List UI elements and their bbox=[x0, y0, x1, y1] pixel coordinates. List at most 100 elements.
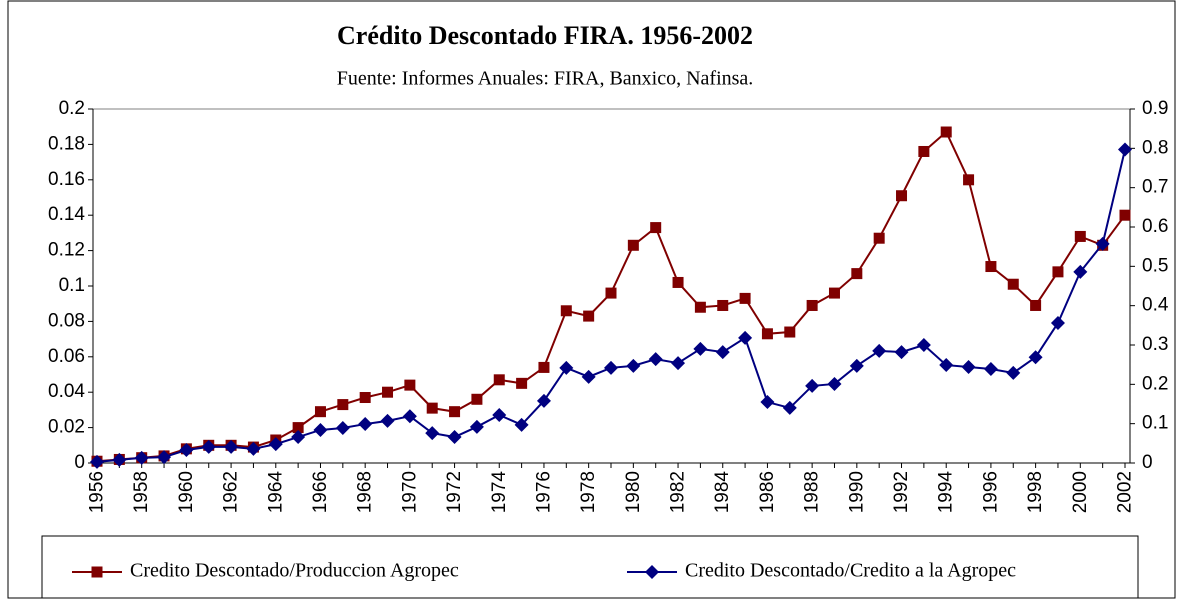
y-tick-label: 0.16 bbox=[48, 169, 85, 190]
point bbox=[739, 292, 751, 304]
y2-tick-label: 0 bbox=[1142, 452, 1153, 473]
point bbox=[806, 299, 818, 311]
point bbox=[404, 379, 416, 391]
legend-marker bbox=[645, 565, 659, 579]
point bbox=[1119, 209, 1131, 221]
point bbox=[1007, 278, 1019, 290]
point bbox=[425, 426, 440, 441]
point bbox=[626, 358, 641, 373]
x-tick-label: 1960 bbox=[176, 471, 197, 513]
point bbox=[717, 299, 729, 311]
x-tick-label: 2000 bbox=[1070, 471, 1091, 513]
point bbox=[849, 358, 864, 373]
point bbox=[939, 358, 954, 373]
point bbox=[1030, 299, 1042, 311]
legend-marker bbox=[91, 566, 103, 578]
x-tick-label: 1990 bbox=[846, 471, 867, 513]
x-tick-label: 1992 bbox=[891, 471, 912, 513]
point bbox=[694, 301, 706, 313]
point bbox=[918, 145, 930, 157]
y-tick-label: 0.08 bbox=[48, 310, 85, 331]
y-tick-label: 0.02 bbox=[48, 417, 85, 438]
point bbox=[983, 361, 998, 376]
point bbox=[292, 422, 304, 434]
point bbox=[179, 443, 194, 458]
x-tick-label: 1988 bbox=[802, 471, 823, 513]
chart-subtitle: Fuente: Informes Anuales: FIRA, Banxico,… bbox=[337, 68, 754, 90]
point bbox=[916, 338, 931, 352]
point bbox=[738, 330, 753, 345]
point bbox=[693, 341, 708, 356]
point bbox=[313, 422, 328, 437]
point bbox=[536, 393, 551, 408]
point bbox=[1073, 264, 1088, 279]
point bbox=[761, 328, 773, 340]
point bbox=[583, 310, 595, 322]
point bbox=[291, 430, 306, 445]
y-tick-label: 0.06 bbox=[48, 346, 85, 367]
point bbox=[873, 232, 885, 244]
y-tick-label: 0.1 bbox=[59, 275, 85, 296]
point bbox=[426, 402, 438, 414]
point bbox=[492, 408, 507, 423]
point bbox=[760, 395, 775, 410]
point bbox=[1028, 350, 1043, 365]
point bbox=[559, 360, 574, 375]
x-tick-label: 1980 bbox=[623, 471, 644, 513]
x-tick-label: 1968 bbox=[355, 471, 376, 513]
point bbox=[90, 454, 104, 469]
x-tick-label: 1956 bbox=[87, 471, 108, 513]
y-tick-label: 0.18 bbox=[48, 133, 85, 154]
point bbox=[112, 452, 127, 467]
point bbox=[985, 261, 997, 273]
x-tick-label: 1970 bbox=[399, 471, 420, 513]
y-tick-label: 0.14 bbox=[48, 204, 85, 225]
point bbox=[538, 361, 550, 373]
point bbox=[514, 417, 529, 432]
point bbox=[784, 326, 796, 338]
point bbox=[581, 369, 596, 384]
x-tick-label: 1972 bbox=[444, 471, 465, 513]
y-tick-label: 0 bbox=[74, 452, 85, 473]
x-tick-label: 1978 bbox=[578, 471, 599, 513]
point bbox=[469, 419, 484, 434]
x-tick-label: 1962 bbox=[221, 471, 242, 513]
y2-tick-label: 0.3 bbox=[1142, 334, 1168, 355]
x-tick-label: 1996 bbox=[980, 471, 1001, 513]
point bbox=[715, 345, 730, 360]
y2-tick-label: 0.2 bbox=[1142, 373, 1168, 394]
point bbox=[224, 439, 239, 454]
point bbox=[872, 343, 887, 358]
x-tick-label: 2002 bbox=[1115, 471, 1136, 513]
point bbox=[605, 287, 617, 299]
y-tick-label: 0.2 bbox=[59, 98, 85, 119]
x-tick-label: 1958 bbox=[131, 471, 152, 513]
point bbox=[650, 222, 662, 234]
point bbox=[560, 305, 572, 317]
legend-label: Credito Descontado/Credito a la Agropec bbox=[685, 560, 1016, 582]
point bbox=[382, 386, 394, 398]
point bbox=[314, 406, 326, 418]
y2-tick-label: 0.8 bbox=[1142, 137, 1168, 158]
x-tick-label: 1998 bbox=[1025, 471, 1046, 513]
y-tick-label: 0.04 bbox=[48, 381, 85, 402]
y2-tick-label: 0.9 bbox=[1142, 98, 1168, 119]
point bbox=[380, 413, 395, 428]
point bbox=[449, 406, 461, 418]
point bbox=[358, 417, 373, 432]
point bbox=[627, 239, 639, 251]
point bbox=[805, 378, 820, 393]
point bbox=[782, 400, 797, 415]
point bbox=[963, 174, 975, 186]
y2-tick-label: 0.6 bbox=[1142, 216, 1168, 237]
point bbox=[335, 420, 350, 435]
y2-tick-label: 0.7 bbox=[1142, 177, 1168, 198]
point bbox=[940, 126, 952, 138]
point bbox=[359, 392, 371, 404]
point bbox=[268, 437, 283, 452]
x-tick-label: 1986 bbox=[757, 471, 778, 513]
x-tick-label: 1976 bbox=[533, 471, 554, 513]
x-tick-label: 1974 bbox=[489, 471, 510, 514]
y-tick-label: 0.12 bbox=[48, 240, 85, 261]
point bbox=[1118, 142, 1132, 157]
